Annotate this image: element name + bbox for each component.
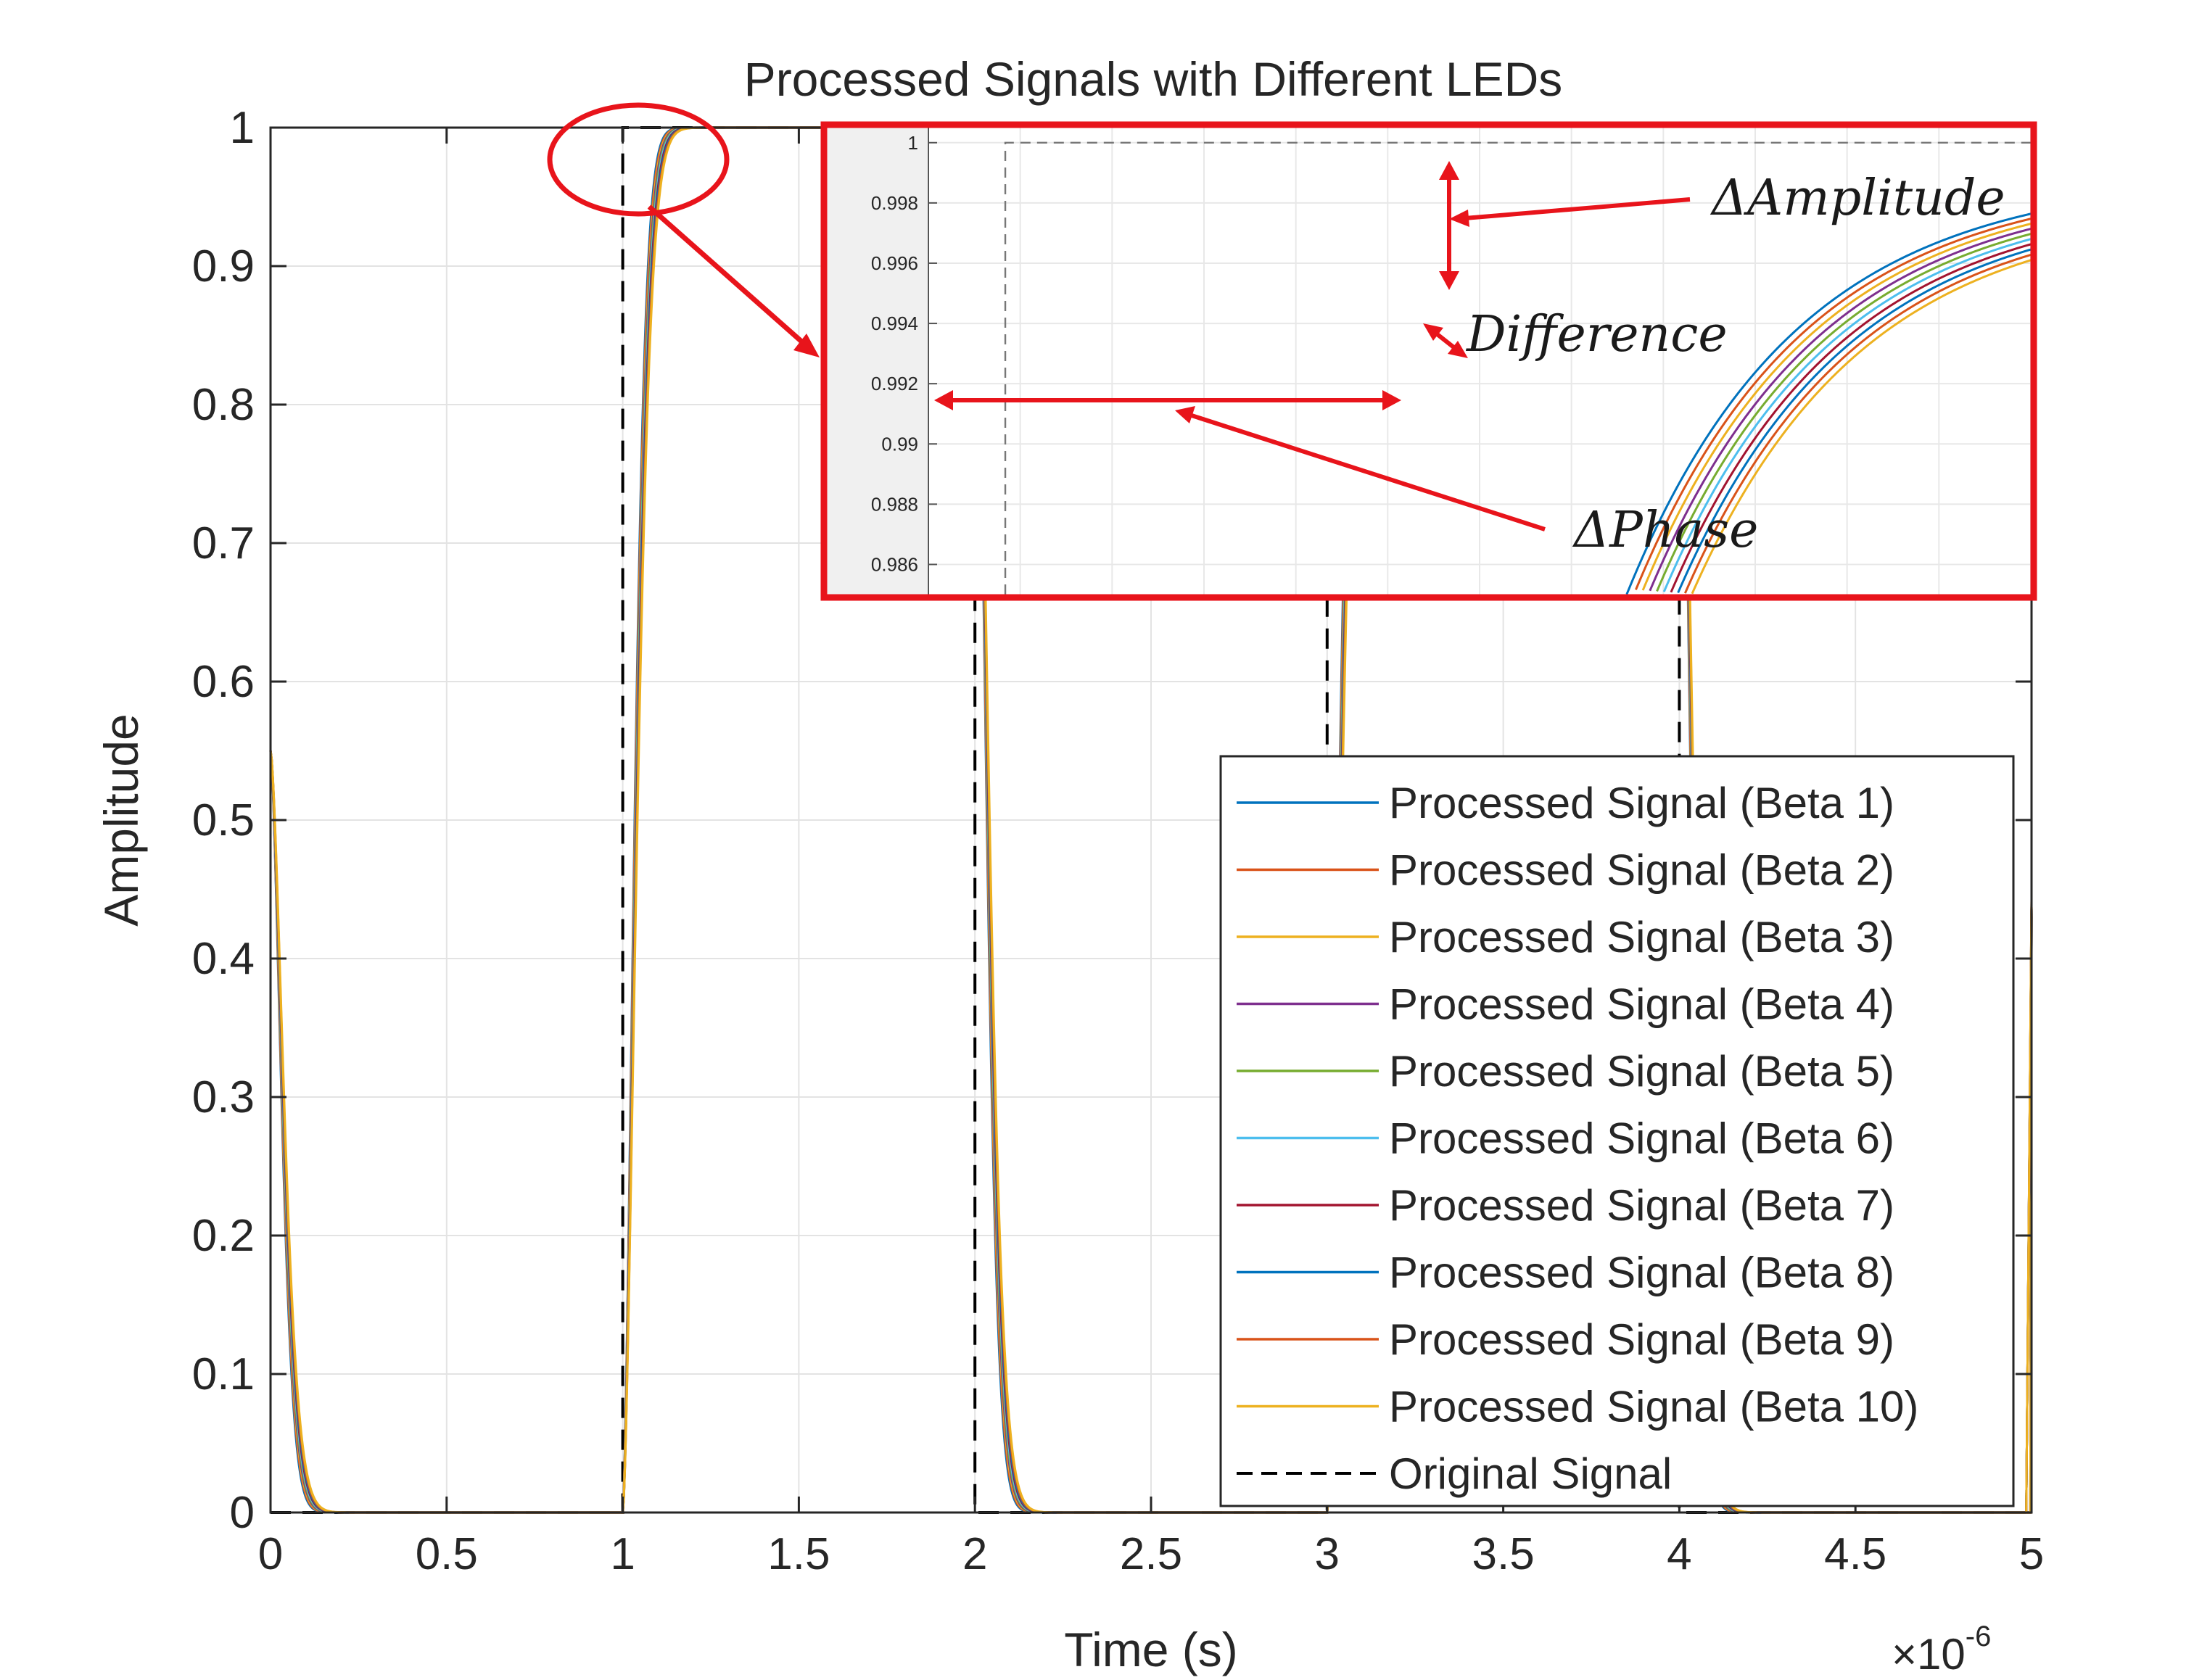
x-tick-label: 0.5 [416,1529,478,1579]
x-tick-label: 4.5 [1824,1529,1886,1579]
legend-label-3: Processed Signal (Beta 3) [1389,913,1894,961]
legend-label-10: Processed Signal (Beta 10) [1389,1383,1918,1431]
phase-pointer-head [1175,406,1195,423]
x-tick-label: 2.5 [1120,1529,1182,1579]
x-exponent-power: -6 [1966,1621,1992,1652]
y-tick-label: 0 [230,1488,255,1538]
x-tick-label: 5 [2019,1529,2044,1579]
delta-phase-label: ΔPhase [1572,502,1758,559]
y-tick-label: 0.3 [192,1072,255,1122]
inset-y-tick-label: 0.994 [871,313,918,334]
legend-label-1: Processed Signal (Beta 1) [1389,779,1894,827]
x-axis-exponent: ×10-6 [1892,1621,1991,1679]
x-tick-label: 1.5 [767,1529,830,1579]
y-tick-label: 0.4 [192,934,255,984]
legend-label-6: Processed Signal (Beta 6) [1389,1114,1894,1163]
y-tick-label: 1 [230,103,255,153]
delta-amplitude-label: ΔAmplitude [1710,170,2005,227]
phase-arrowhead-right [1382,390,1401,410]
inset-curve-beta-8 [1677,248,2032,594]
inset-curve-beta-7 [1670,243,2032,593]
inset-y-tick-label: 0.992 [871,373,918,394]
main-axis-ticks: 0 0.5 1 1.5 2 2.5 3 3.5 4 4.5 5 0 0.1 0.2 0.3 0.4 0.5 0.6… [192,103,2044,1579]
legend-label-7: Processed Signal (Beta 7) [1389,1181,1894,1230]
inset-y-tick-label: 0.99 [881,433,918,455]
inset-processed-lines [1625,212,2032,595]
inset-curve-beta-5 [1656,233,2032,592]
zoom-pointer-arrow [647,204,809,348]
y-tick-label: 0.5 [192,795,255,845]
difference-annotation: Difference [1423,306,1728,363]
y-tick-label: 0.9 [192,241,255,291]
y-tick-label: 0.1 [192,1349,255,1399]
x-tick-label: 1 [610,1529,635,1579]
phase-annotation: ΔPhase [934,390,1758,559]
inset-curve-beta-6 [1662,238,2032,592]
inset-y-tick-label: 0.988 [871,493,918,515]
y-tick-label: 0.6 [192,657,255,707]
inset-curve-beta-3 [1641,223,2032,591]
amplitude-pointer-head [1449,210,1469,227]
inset-grid [928,128,2032,595]
legend-label-11: Original Signal [1389,1449,1672,1498]
inset-axis-ticks: 0.986 0.988 0.99 0.992 0.994 0.996 0.998 1 [871,132,937,575]
inset-curve-beta-9 [1683,254,2032,594]
difference-label: Difference [1465,306,1728,363]
inset-highlight-frame [820,121,2037,601]
phase-arrowhead-left [934,390,953,410]
phase-pointer [1189,413,1546,531]
amplitude-arrowhead-bottom [1439,271,1459,290]
inset-axis-margin [827,128,927,595]
inset-original-signal-path [1004,141,2031,595]
x-tick-label: 0 [258,1529,283,1579]
y-tick-label: 0.8 [192,380,255,430]
x-tick-label: 3 [1315,1529,1340,1579]
inset-curve-beta-1 [1625,212,2032,595]
y-tick-label: 0.2 [192,1211,255,1261]
x-tick-label: 2 [962,1529,987,1579]
x-exponent-base: ×10 [1892,1630,1966,1679]
legend-label-9: Processed Signal (Beta 9) [1389,1315,1894,1364]
zoom-pointer-arrowhead [793,334,820,357]
inset-y-tick-label: 0.998 [871,192,918,214]
x-tick-label: 3.5 [1472,1529,1534,1579]
difference-arrowhead-b [1448,341,1468,358]
zoom-highlight-circle [547,102,730,217]
inset-y-tick-label: 0.986 [871,553,918,575]
difference-arrowhead-a [1423,323,1443,341]
legend-label-5: Processed Signal (Beta 5) [1389,1047,1894,1096]
legend-label-8: Processed Signal (Beta 8) [1389,1249,1894,1297]
amplitude-pointer [1464,197,1691,220]
inset-original-signal [1004,141,2031,595]
y-axis-label: Amplitude [94,713,148,927]
legend: Processed Signal (Beta 1) Processed Signa… [1219,755,2015,1507]
y-tick-label: 0.7 [192,518,255,568]
chart-title: Processed Signals with Different LEDs [744,52,1563,106]
inset-curve-beta-10 [1691,259,2032,595]
legend-label-4: Processed Signal (Beta 4) [1389,980,1894,1029]
amplitude-annotation: ΔAmplitude [1439,161,2005,290]
legend-label-2: Processed Signal (Beta 2) [1389,846,1894,895]
inset-curve-beta-2 [1635,218,2032,590]
x-axis-label: Time (s) [1064,1623,1238,1676]
legend-box [1219,755,2015,1507]
inset-y-tick-label: 0.996 [871,252,918,274]
x-tick-label: 4 [1667,1529,1691,1579]
amplitude-arrowhead-top [1439,161,1459,180]
inset-curve-beta-4 [1649,228,2032,592]
inset-y-tick-label: 1 [908,132,918,154]
